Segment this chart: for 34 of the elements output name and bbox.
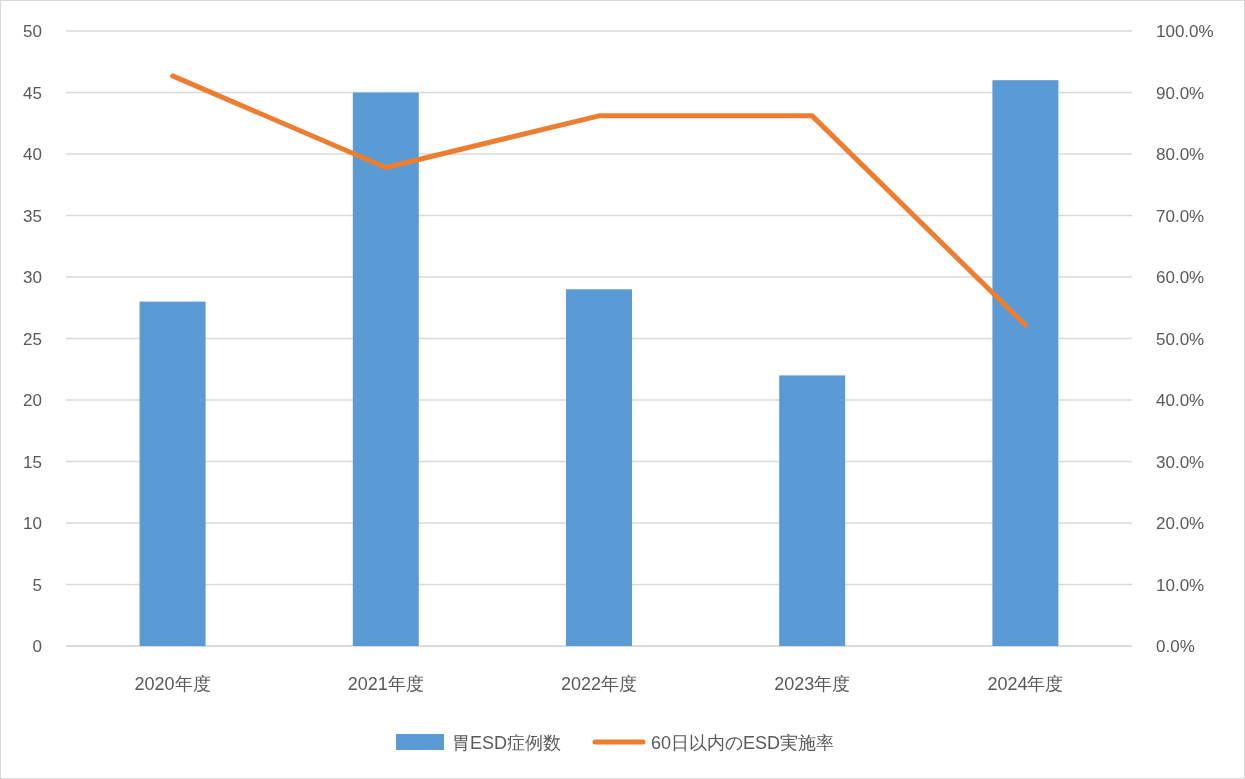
y-tick-label: 20	[23, 391, 42, 410]
legend-label: 胃ESD症例数	[452, 733, 562, 753]
y2-tick-label: 70.0%	[1156, 206, 1205, 226]
y2-tick-label: 0.0%	[1156, 637, 1195, 656]
bar	[992, 80, 1059, 646]
y2-tick-label: 90.0%	[1156, 83, 1205, 103]
y2-tick-label: 40.0%	[1156, 391, 1205, 410]
bar	[566, 289, 632, 646]
y2-tick-label: 20.0%	[1156, 514, 1205, 533]
legend-label: 60日以内のESD実施率	[651, 733, 835, 753]
x-tick-label: 2024年度	[987, 674, 1064, 694]
x-tick-label: 2021年度	[347, 674, 424, 694]
y-tick-label: 50	[23, 22, 42, 41]
y2-tick-label: 80.0%	[1156, 145, 1205, 164]
bar	[352, 92, 419, 646]
y2-tick-label: 60.0%	[1156, 268, 1205, 287]
y2-tick-label: 10.0%	[1156, 575, 1205, 595]
y2-tick-label: 30.0%	[1156, 452, 1205, 472]
y-tick-label: 10	[23, 514, 42, 533]
y-tick-label: 5	[32, 575, 42, 595]
y-tick-label: 45	[23, 83, 42, 103]
x-tick-label: 2020年度	[134, 674, 211, 694]
y-tick-label: 40	[23, 145, 42, 164]
bar	[139, 301, 206, 646]
y-tick-label: 15	[23, 452, 42, 472]
y-tick-label: 25	[23, 329, 42, 349]
x-tick-label: 2022年度	[560, 674, 638, 694]
y-tick-label: 0	[32, 637, 42, 656]
y2-tick-label: 100.0%	[1156, 22, 1214, 41]
bar	[779, 375, 846, 646]
y-tick-label: 30	[23, 268, 42, 287]
x-tick-label: 2023年度	[774, 674, 851, 694]
y2-tick-label: 50.0%	[1156, 329, 1205, 349]
y-tick-label: 35	[23, 206, 42, 226]
